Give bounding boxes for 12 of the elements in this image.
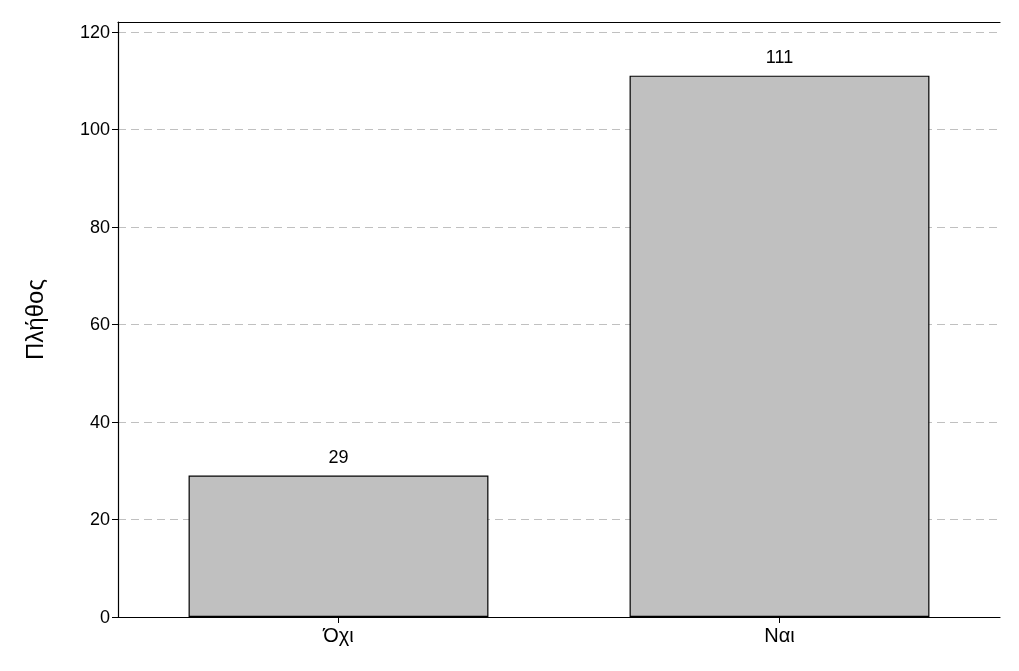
- y-tick-label: 120: [79, 21, 110, 42]
- y-axis-title: Πλήθος: [20, 279, 48, 360]
- x-tick-label: Όχι: [322, 624, 354, 646]
- y-tick-label: 0: [99, 607, 110, 627]
- data-label: 111: [765, 46, 794, 67]
- y-tick-label: 100: [79, 119, 110, 140]
- y-tick-label: 40: [89, 411, 110, 432]
- y-tick-label: 60: [89, 314, 110, 335]
- y-tick-label: 80: [89, 216, 110, 237]
- x-tick-label: Ναι: [764, 624, 795, 646]
- y-tick-label: 20: [89, 509, 110, 530]
- data-label: 29: [328, 446, 349, 467]
